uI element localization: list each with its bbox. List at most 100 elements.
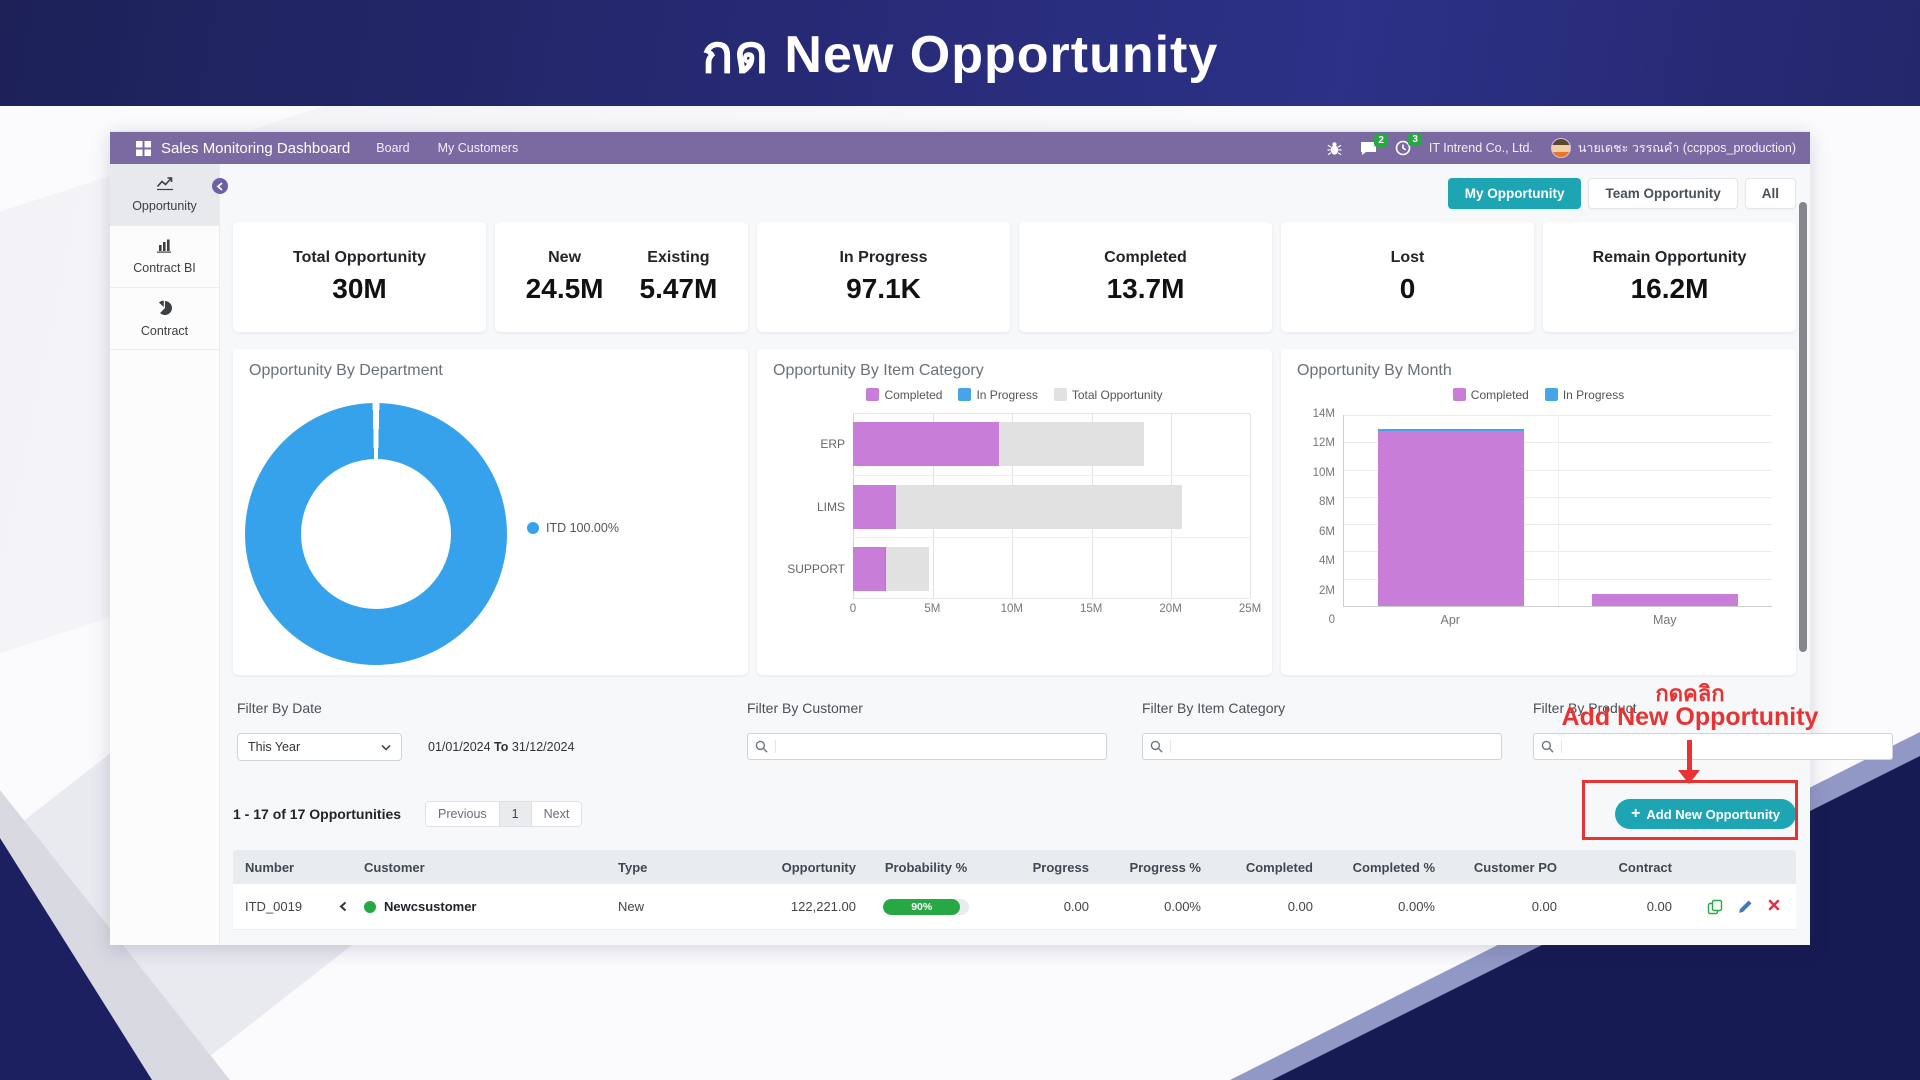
col-header-progress[interactable]: Progress xyxy=(1032,859,1089,875)
item-category-search-input[interactable] xyxy=(1170,734,1501,759)
tab-my-opportunity[interactable]: My Opportunity xyxy=(1447,178,1582,209)
month-bar-apr[interactable] xyxy=(1344,415,1558,606)
col-header-completed[interactable]: Completed xyxy=(1245,859,1313,875)
scrollbar-thumb[interactable] xyxy=(1799,202,1807,652)
messages-icon[interactable]: 2 xyxy=(1360,133,1388,156)
filter-by-customer: Filter By Customer xyxy=(747,700,1115,760)
filter-label: Filter By Customer xyxy=(747,700,863,716)
cat-row-erp[interactable]: ERP xyxy=(820,413,1250,475)
tab-all[interactable]: All xyxy=(1744,178,1796,209)
customer-name[interactable]: Newcsustomer xyxy=(384,899,477,914)
chart-opportunity-by-department: Opportunity By Department 30M ITD 100.00… xyxy=(233,349,748,675)
charts-row: Opportunity By Department 30M ITD 100.00… xyxy=(233,349,1796,675)
delete-x-icon[interactable] xyxy=(1768,899,1780,915)
kpi-value: 0 xyxy=(1399,273,1416,304)
chevron-left-icon[interactable] xyxy=(328,901,358,912)
app-title[interactable]: Sales Monitoring Dashboard xyxy=(161,139,351,157)
donut-legend[interactable]: ITD 100.00% xyxy=(527,521,619,535)
activities-clock-icon[interactable]: 3 xyxy=(1395,133,1422,156)
kpi-value: 5.47M xyxy=(639,273,718,304)
donut-chart[interactable] xyxy=(245,403,507,665)
col-header-customer[interactable]: Customer xyxy=(364,859,425,875)
col-header-contract[interactable]: Contract xyxy=(1618,859,1672,875)
slide-banner: กด New Opportunity xyxy=(0,0,1920,106)
month-chart-legend[interactable]: Completed In Progress xyxy=(1297,388,1780,402)
pie-chart-icon xyxy=(157,300,173,319)
date-range-select[interactable]: This Year xyxy=(237,733,402,761)
duplicate-icon[interactable] xyxy=(1707,899,1723,915)
legend-label: Total Opportunity xyxy=(1071,388,1163,402)
kpi-label: Completed xyxy=(1104,249,1187,266)
month-chart-area xyxy=(1343,415,1772,607)
row-number: ITD_0019 xyxy=(245,899,303,914)
col-header-progress-pct[interactable]: Progress % xyxy=(1129,859,1201,875)
month-bar-may[interactable] xyxy=(1558,415,1772,606)
page-number-button[interactable]: 1 xyxy=(499,802,532,826)
legend-label: In Progress xyxy=(1562,388,1625,402)
sidebar-item-contract[interactable]: Contract xyxy=(110,288,219,350)
bar-completed xyxy=(1592,594,1738,606)
filters-row: Filter By Date This Year 01/01/2024 To 3… xyxy=(233,700,1893,796)
messages-badge: 2 xyxy=(1374,133,1388,147)
col-header-opportunity[interactable]: Opportunity xyxy=(781,859,856,875)
search-icon xyxy=(1143,740,1171,753)
sidebar-item-contract-bi[interactable]: Contract BI xyxy=(110,226,219,288)
kpi-label: New xyxy=(548,249,582,266)
legend-dot xyxy=(527,522,539,534)
row-completed-pct: 0.00% xyxy=(1398,899,1435,914)
menu-board[interactable]: Board xyxy=(376,141,410,155)
month-chart-xlabels: Apr May xyxy=(1440,613,1677,627)
menu-my-customers[interactable]: My Customers xyxy=(437,141,519,155)
row-opportunity: 122,221.00 xyxy=(790,899,856,914)
month-chart-yticks: 14M 12M 10M 8M 6M 4M 2M 0 xyxy=(1312,408,1335,626)
chart-opportunity-by-month: Opportunity By Month Completed In Progre… xyxy=(1281,349,1796,675)
legend-swatch-total xyxy=(1053,388,1067,401)
probability-value: 90% xyxy=(883,898,961,915)
next-page-button[interactable]: Next xyxy=(531,802,582,826)
customer-search-input[interactable] xyxy=(775,734,1106,759)
table-header: Number Customer Type Opportunity Probabi… xyxy=(233,850,1796,884)
cat-chart-legend[interactable]: Completed In Progress Total Opportunity xyxy=(773,388,1256,402)
debug-bug-icon[interactable] xyxy=(1327,141,1342,156)
kpi-value: 24.5M xyxy=(525,273,604,304)
sidebar-item-opportunity[interactable]: Opportunity xyxy=(110,164,219,226)
cat-label: LIMS xyxy=(816,499,845,514)
col-header-probability[interactable]: Probability % xyxy=(884,859,968,875)
user-menu[interactable]: นายเดชะ วรรณคำ (ccppos_production) xyxy=(1550,138,1796,158)
table-row[interactable]: ITD_0019 Newcsustomer New 122,221.00 90%… xyxy=(233,884,1796,930)
tab-team-opportunity[interactable]: Team Opportunity xyxy=(1588,178,1738,209)
user-avatar xyxy=(1550,138,1571,158)
col-header-type[interactable]: Type xyxy=(618,859,648,875)
col-header-completed-pct[interactable]: Completed % xyxy=(1352,859,1435,875)
kpi-value: 13.7M xyxy=(1106,273,1185,304)
filter-by-product: Filter By Product xyxy=(1533,700,1895,760)
col-header-customer-po[interactable]: Customer PO xyxy=(1473,859,1557,875)
sidebar-collapse-button[interactable] xyxy=(212,178,228,194)
customer-status-dot xyxy=(364,900,376,913)
scope-tabs: My Opportunity Team Opportunity All xyxy=(233,178,1796,209)
donut-value-label: 30M xyxy=(364,578,388,592)
probability-progress-bar: 90% xyxy=(883,898,969,915)
filter-by-item-category: Filter By Item Category xyxy=(1142,700,1510,760)
edit-pencil-icon[interactable] xyxy=(1738,899,1753,915)
chart-title: Opportunity By Item Category xyxy=(773,362,984,379)
col-header-number[interactable]: Number xyxy=(245,859,295,875)
legend-label: Completed xyxy=(1470,388,1529,402)
chart-opportunity-by-item-category: Opportunity By Item Category Completed I… xyxy=(757,349,1272,675)
add-new-opportunity-button[interactable]: + Add New Opportunity xyxy=(1615,799,1796,829)
cat-row-support[interactable]: SUPPORT xyxy=(787,537,1250,599)
cat-row-lims[interactable]: LIMS xyxy=(817,475,1250,537)
bar-chart-icon xyxy=(156,238,174,256)
legend-swatch-completed xyxy=(1452,388,1466,401)
company-name[interactable]: IT Intrend Co., Ltd. xyxy=(1428,141,1533,155)
chart-title: Opportunity By Month xyxy=(1297,362,1452,379)
filter-label: Filter By Product xyxy=(1533,700,1637,716)
vertical-scrollbar[interactable] xyxy=(1799,172,1807,937)
pagination-row: 1 - 17 of 17 Opportunities Previous 1 Ne… xyxy=(233,797,1796,831)
product-search-input[interactable] xyxy=(1561,734,1892,759)
annotation-text-line2: Add New Opportunity xyxy=(1561,703,1819,731)
previous-page-button[interactable]: Previous xyxy=(426,802,500,826)
bar-completed xyxy=(1378,430,1524,606)
kpi-value: 16.2M xyxy=(1630,273,1709,304)
apps-grid-icon[interactable] xyxy=(136,140,151,156)
